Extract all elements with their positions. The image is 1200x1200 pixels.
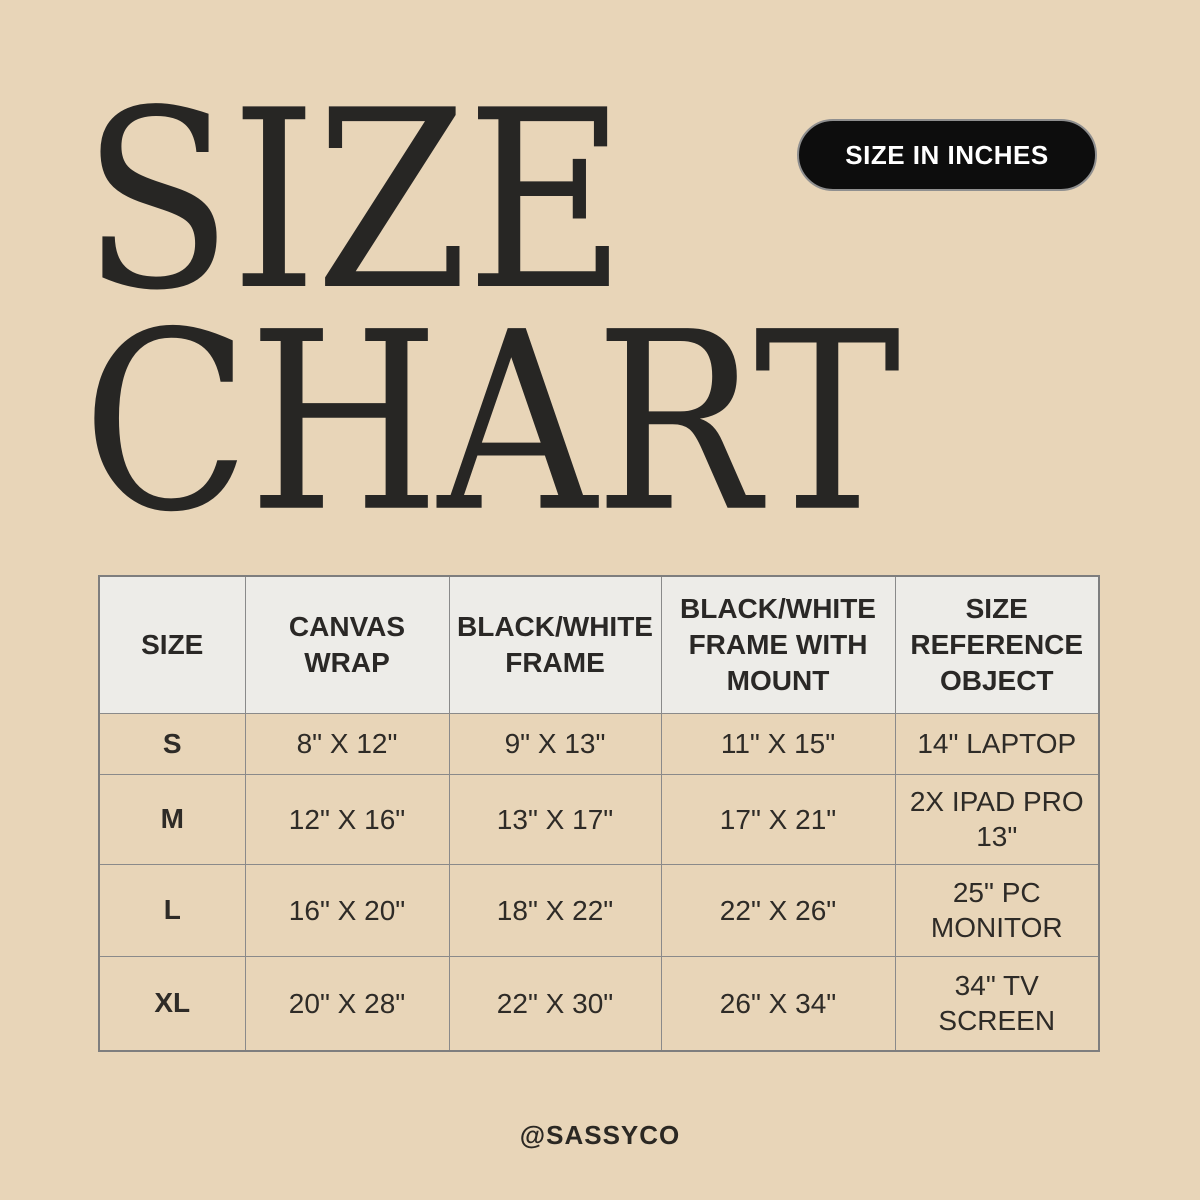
reference-object-cell: 2X IPAD PRO 13" [894, 773, 1100, 865]
bw-frame-cell: 9" X 13" [448, 712, 662, 775]
row-size-label: M [98, 773, 246, 865]
table-header-row: SIZE CANVAS WRAP BLACK/WHITE FRAME BLACK… [98, 575, 1100, 714]
table-row-m: M 12" X 16" 13" X 17" 17" X 21" 2X IPAD … [98, 773, 1100, 865]
col-header-bw-frame: BLACK/WHITE FRAME [448, 575, 662, 714]
page-title: SIZE CHART [82, 57, 901, 566]
canvas-wrap-cell: 12" X 16" [244, 773, 450, 865]
bw-frame-mount-cell: 26" X 34" [660, 955, 896, 1052]
row-size-label: S [98, 712, 246, 775]
table-row-l: L 16" X 20" 18" X 22" 22" X 26" 25" PC M… [98, 863, 1100, 957]
badge-label: SIZE IN INCHES [845, 139, 1049, 170]
canvas-wrap-cell: 16" X 20" [244, 863, 450, 957]
table-row-s: S 8" X 12" 9" X 13" 11" X 15" 14" LAPTOP [98, 712, 1100, 775]
brand-handle: @SASSYCO [519, 1120, 681, 1150]
bw-frame-mount-cell: 22" X 26" [660, 863, 896, 957]
col-header-size: SIZE [98, 575, 246, 714]
row-size-label: XL [98, 955, 246, 1052]
bw-frame-cell: 18" X 22" [448, 863, 662, 957]
bw-frame-mount-cell: 11" X 15" [660, 712, 896, 775]
canvas-wrap-cell: 20" X 28" [244, 955, 450, 1052]
col-header-bw-frame-mount: BLACK/WHITE FRAME WITH MOUNT [660, 575, 896, 714]
size-in-inches-badge: SIZE IN INCHES [797, 119, 1097, 191]
col-header-reference-object: SIZE REFERENCE OBJECT [894, 575, 1100, 714]
reference-object-cell: 34" TV SCREEN [894, 955, 1100, 1052]
col-header-canvas-wrap: CANVAS WRAP [244, 575, 450, 714]
reference-object-cell: 25" PC MONITOR [894, 863, 1100, 957]
title-line-chart: CHART [82, 279, 901, 566]
size-table: SIZE CANVAS WRAP BLACK/WHITE FRAME BLACK… [98, 575, 1100, 1052]
title-line-size: SIZE [82, 57, 626, 345]
canvas-wrap-cell: 8" X 12" [244, 712, 450, 775]
bw-frame-cell: 22" X 30" [448, 955, 662, 1052]
table-row-xl: XL 20" X 28" 22" X 30" 26" X 34" 34" TV … [98, 955, 1100, 1052]
reference-object-cell: 14" LAPTOP [894, 712, 1100, 775]
row-size-label: L [98, 863, 246, 957]
bw-frame-mount-cell: 17" X 21" [660, 773, 896, 865]
bw-frame-cell: 13" X 17" [448, 773, 662, 865]
